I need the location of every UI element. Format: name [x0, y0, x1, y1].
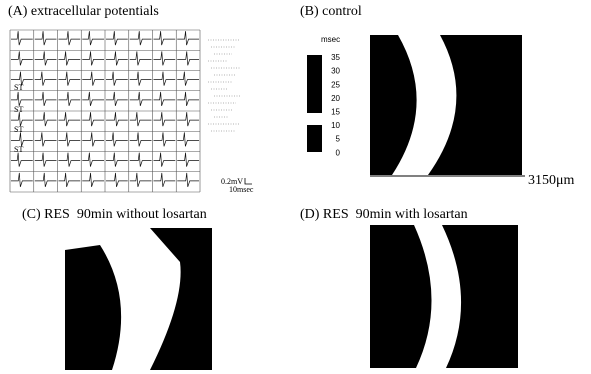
ecg-trace [35, 173, 57, 187]
ecg-trace [154, 153, 176, 167]
colorbar-band [307, 113, 322, 125]
ecg-trace [59, 92, 81, 106]
ecg-trace [11, 31, 33, 45]
ecg-trace [130, 51, 152, 65]
ecg-trace [130, 132, 152, 146]
ecg-trace [82, 112, 104, 126]
ecg-trace [106, 92, 128, 106]
ecg-trace [35, 51, 57, 65]
ecg-trace [130, 173, 152, 187]
ecg-trace [82, 31, 104, 45]
ecg-trace [82, 92, 104, 106]
ecg-trace [177, 112, 199, 126]
ecg-trace [11, 153, 33, 167]
ecg-trace [106, 72, 128, 86]
colorbar-tick-label: 10 [331, 121, 340, 130]
colorbar [307, 55, 322, 152]
scale-bar [245, 178, 252, 184]
ecg-trace [106, 112, 128, 126]
ecg-trace [130, 112, 152, 126]
ecg-trace [59, 31, 81, 45]
ecg-trace [35, 72, 57, 86]
ecg-trace [59, 112, 81, 126]
ecg-trace [177, 92, 199, 106]
panel-title: (A) extracellular potentials [8, 4, 159, 19]
ecg-trace [130, 72, 152, 86]
ecg-trace [154, 31, 176, 45]
ecg-trace [59, 173, 81, 187]
colorbar-tick-label: 35 [331, 53, 340, 62]
colorbar-ticks: 35 30 25 20 15 10 5 0 [331, 53, 340, 157]
ecg-trace [59, 132, 81, 146]
ecg-trace [82, 72, 104, 86]
ecg-trace [82, 173, 104, 187]
ecg-trace [177, 173, 199, 187]
colorbar-tick-label: 0 [336, 148, 341, 157]
ecg-grid [10, 30, 240, 192]
ecg-trace [11, 92, 33, 106]
ecg-trace [82, 51, 104, 65]
ecg-trace [177, 51, 199, 65]
ecg-trace [59, 51, 81, 65]
st-label: ST [14, 145, 23, 154]
ecg-trace [154, 92, 176, 106]
ecg-trace [11, 51, 33, 65]
st-label: ST [14, 83, 23, 92]
ecg-trace [130, 92, 152, 106]
colorbar-tick-label: 15 [331, 108, 340, 117]
colorbar-tick-label: 30 [331, 67, 340, 76]
panel-title: (B) control [300, 4, 362, 19]
ecg-trace [82, 153, 104, 167]
ecg-trace [154, 112, 176, 126]
ecg-trace [130, 31, 152, 45]
ecg-trace [106, 132, 128, 146]
scale-label: 3150μm [528, 173, 575, 188]
scale-time: 10msec [229, 185, 254, 194]
ecg-trace [35, 153, 57, 167]
colorbar-tick-label: 5 [336, 135, 341, 144]
ecg-trace [177, 72, 199, 86]
ecg-trace [106, 31, 128, 45]
colorbar-tick-label: 25 [331, 80, 340, 89]
ecg-trace [177, 153, 199, 167]
ecg-trace [106, 51, 128, 65]
ecg-trace [177, 31, 199, 45]
ecg-trace [154, 132, 176, 146]
ecg-trace [154, 51, 176, 65]
ecg-trace [35, 132, 57, 146]
ecg-trace [130, 153, 152, 167]
colorbar-tick-label: 20 [331, 94, 340, 103]
figure: (A) extracellular potentials (B) control… [0, 0, 591, 374]
panel-title: (D) RES 90min with losartan [300, 207, 468, 222]
ecg-trace [106, 153, 128, 167]
ecg-trace [35, 31, 57, 45]
ecg-trace [59, 72, 81, 86]
colorbar-unit: msec [321, 35, 340, 44]
ecg-trace [35, 112, 57, 126]
ecg-trace [154, 173, 176, 187]
panel-title: (C) RES 90min without losartan [22, 207, 207, 222]
ecg-trace [177, 132, 199, 146]
st-label: ST [14, 105, 23, 114]
st-label: ST [14, 125, 23, 134]
ecg-trace [35, 92, 57, 106]
ecg-trace [59, 153, 81, 167]
ecg-trace [11, 173, 33, 187]
ecg-trace [82, 132, 104, 146]
ecg-trace [154, 72, 176, 86]
ecg-trace [106, 173, 128, 187]
